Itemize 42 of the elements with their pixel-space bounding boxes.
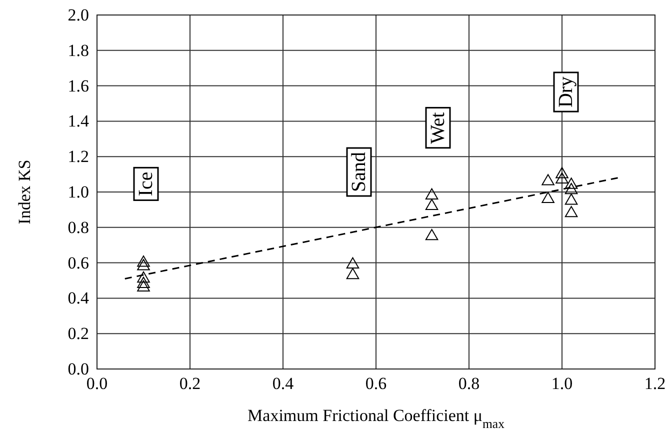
point xyxy=(564,182,578,194)
point xyxy=(556,172,568,184)
x-tick-label: 0.6 xyxy=(365,374,387,394)
y-tick-label: 2.0 xyxy=(68,5,89,24)
point xyxy=(556,167,568,178)
point xyxy=(425,228,438,240)
y-tick-label: 0.0 xyxy=(68,359,89,378)
point xyxy=(542,192,554,203)
y-tick-label: 1.4 xyxy=(68,112,90,131)
annotation: Dry xyxy=(555,76,577,108)
y-tick-label: 0.8 xyxy=(68,218,89,237)
point xyxy=(346,257,360,268)
x-tick-label: 1.0 xyxy=(551,374,573,394)
annotation: Wet xyxy=(427,112,449,144)
annotation: Ice xyxy=(135,172,157,196)
y-tick-label: 1.8 xyxy=(68,40,89,60)
x-axis-title: Maximum Frictional Coefficient μ$_{max}$ xyxy=(248,406,506,431)
point xyxy=(137,271,150,283)
y-tick-label: 1.2 xyxy=(68,147,89,166)
point xyxy=(425,198,438,210)
point xyxy=(137,259,150,270)
point xyxy=(542,174,554,186)
y-tick-label: 1.6 xyxy=(68,76,89,96)
x-tick-label: 0.8 xyxy=(458,374,480,394)
annotation: Sand xyxy=(348,152,370,192)
x-tick-label: 0.2 xyxy=(179,374,201,394)
y-tick-label: 0.6 xyxy=(68,253,89,272)
point xyxy=(137,276,150,288)
y-axis-title: Index KS xyxy=(15,160,34,224)
point xyxy=(346,268,360,280)
y-tick-label: 0.4 xyxy=(68,288,90,308)
point xyxy=(564,206,578,218)
x-tick-label: 0.0 xyxy=(86,374,108,394)
y-tick-label: 0.2 xyxy=(68,324,89,344)
point xyxy=(137,256,150,267)
point xyxy=(564,194,578,205)
point xyxy=(564,178,578,189)
x-tick-label: 0.4 xyxy=(272,374,294,394)
x-tick-label: 1.2 xyxy=(644,374,666,394)
point xyxy=(137,280,150,292)
point xyxy=(425,188,438,200)
y-tick-label: 1.0 xyxy=(68,182,89,202)
